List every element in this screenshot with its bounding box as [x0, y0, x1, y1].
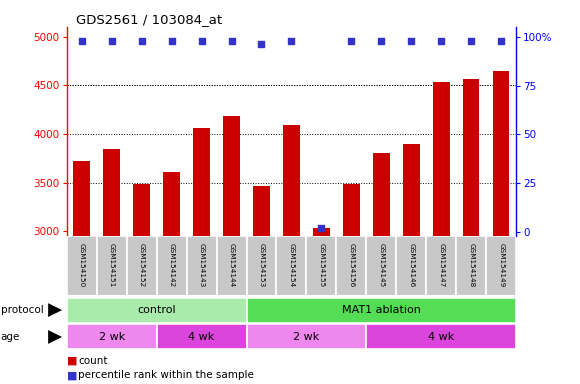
Text: GSM154156: GSM154156: [349, 243, 354, 287]
Point: [167, 38, 176, 44]
Text: count: count: [78, 356, 108, 366]
Bar: [157, 236, 187, 296]
Bar: [97, 236, 126, 296]
Text: 4 wk: 4 wk: [428, 332, 454, 342]
Bar: [306, 236, 336, 296]
Bar: [343, 184, 360, 236]
Text: 2 wk: 2 wk: [293, 332, 320, 342]
Bar: [313, 228, 329, 236]
Text: GSM154143: GSM154143: [198, 243, 205, 287]
Text: protocol: protocol: [1, 305, 43, 315]
Bar: [246, 236, 277, 296]
Point: [377, 38, 386, 44]
Bar: [283, 125, 300, 236]
Point: [317, 225, 326, 232]
Text: GSM154151: GSM154151: [108, 243, 115, 287]
Point: [437, 38, 446, 44]
Text: GSM154148: GSM154148: [468, 243, 474, 287]
Bar: [373, 154, 390, 236]
Text: 2 wk: 2 wk: [99, 332, 125, 342]
Bar: [253, 185, 270, 236]
Text: control: control: [137, 305, 176, 315]
Text: age: age: [1, 332, 20, 342]
Text: GDS2561 / 103084_at: GDS2561 / 103084_at: [75, 13, 222, 26]
Text: GSM154154: GSM154154: [288, 243, 295, 287]
Bar: [246, 324, 367, 349]
Text: GSM154152: GSM154152: [139, 243, 144, 287]
Bar: [433, 82, 450, 236]
Bar: [463, 79, 480, 236]
Bar: [426, 236, 456, 296]
Text: GSM154149: GSM154149: [498, 243, 504, 287]
Bar: [493, 71, 509, 236]
Text: 4 wk: 4 wk: [188, 332, 215, 342]
Text: GSM154145: GSM154145: [378, 243, 385, 287]
Text: percentile rank within the sample: percentile rank within the sample: [78, 370, 254, 380]
Bar: [277, 236, 306, 296]
Point: [347, 38, 356, 44]
Text: GSM154153: GSM154153: [259, 243, 264, 287]
Bar: [216, 236, 246, 296]
Text: GSM154147: GSM154147: [438, 243, 444, 287]
Text: GSM154155: GSM154155: [318, 243, 324, 287]
Bar: [367, 324, 516, 349]
Point: [467, 38, 476, 44]
Text: GSM154142: GSM154142: [169, 243, 175, 287]
Point: [257, 41, 266, 48]
Bar: [193, 128, 210, 236]
Bar: [367, 236, 396, 296]
Point: [496, 38, 506, 44]
Bar: [126, 236, 157, 296]
Point: [77, 38, 86, 44]
Point: [227, 38, 236, 44]
Bar: [336, 236, 367, 296]
Bar: [187, 236, 216, 296]
Bar: [157, 324, 246, 349]
Bar: [67, 236, 97, 296]
Point: [197, 38, 206, 44]
Point: [287, 38, 296, 44]
Bar: [103, 149, 120, 236]
Bar: [396, 236, 426, 296]
Bar: [246, 298, 516, 323]
Text: GSM154144: GSM154144: [229, 243, 234, 287]
Bar: [403, 144, 419, 236]
Point: [407, 38, 416, 44]
Bar: [67, 298, 246, 323]
Text: ■: ■: [67, 356, 77, 366]
Bar: [133, 184, 150, 236]
Bar: [67, 324, 157, 349]
Bar: [456, 236, 486, 296]
Text: ■: ■: [67, 370, 77, 380]
Text: MAT1 ablation: MAT1 ablation: [342, 305, 420, 315]
Point: [107, 38, 116, 44]
Bar: [74, 161, 90, 236]
Bar: [223, 116, 240, 236]
Point: [137, 38, 146, 44]
Bar: [486, 236, 516, 296]
Text: GSM154146: GSM154146: [408, 243, 414, 287]
Text: GSM154150: GSM154150: [79, 243, 85, 287]
Bar: [164, 172, 180, 236]
